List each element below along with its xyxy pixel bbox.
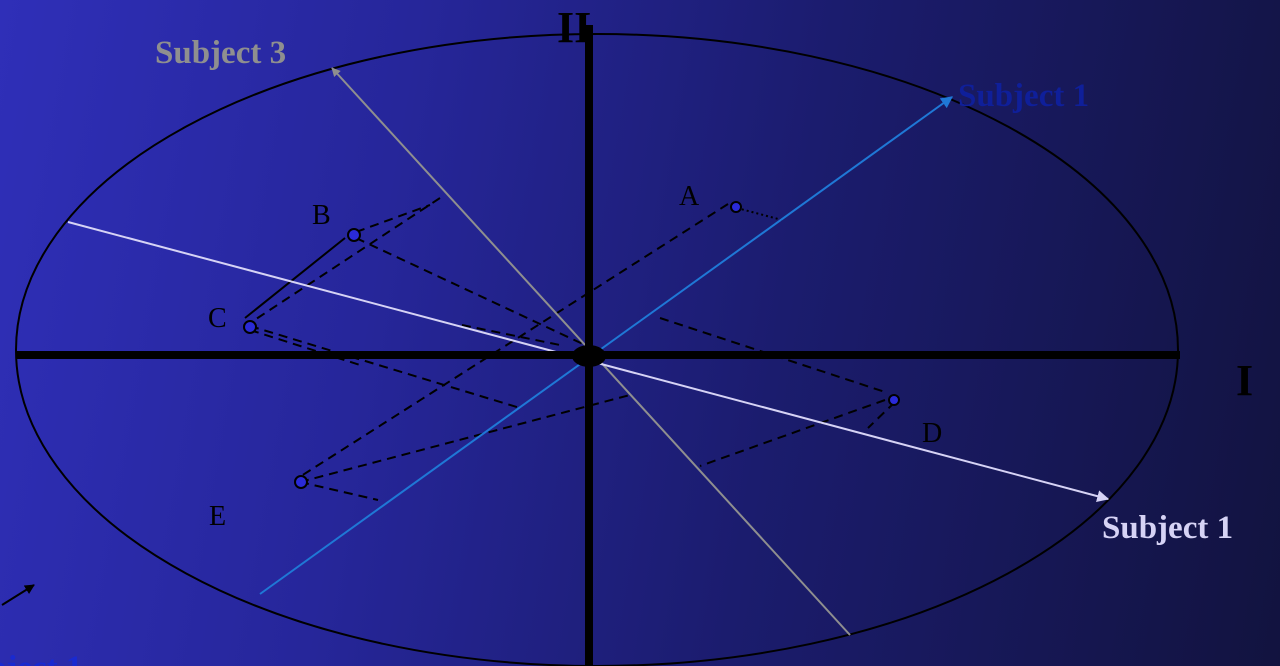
dashed-projection-lines — [249, 197, 896, 501]
subject-1-white-label: Subject 1 — [1102, 510, 1233, 546]
dashed-line-a-e — [297, 203, 729, 479]
biplot-ellipse — [15, 33, 1179, 666]
dashed-line-b-c — [249, 197, 441, 324]
origin-dot — [572, 345, 606, 367]
dashed-line-b-center — [355, 237, 586, 346]
subject-3-label: Subject 3 — [155, 35, 286, 71]
dashed-line-d-e — [699, 399, 886, 467]
dashed-line-e-center — [299, 394, 631, 483]
dashed-line-b-top — [355, 204, 431, 233]
dashed-line-c-mid — [249, 329, 361, 366]
axis-i-label: I — [1236, 356, 1253, 405]
subject-1-blue-vector — [259, 96, 953, 595]
point-b — [347, 228, 361, 242]
subject-1-blue-label: Subject 1 — [958, 78, 1089, 114]
dashed-line-c-subj1 — [249, 325, 521, 409]
point-label-e: E — [209, 501, 226, 532]
point-a — [730, 201, 742, 213]
point-label-b: B — [312, 200, 331, 231]
corner-arrow — [1, 584, 35, 606]
dashed-line-e-short — [299, 481, 379, 501]
point-d — [888, 394, 900, 406]
solid-line-c-b — [244, 237, 346, 319]
point-e — [294, 475, 308, 489]
data-points — [243, 201, 900, 489]
point-label-a: A — [679, 181, 700, 212]
point-c — [243, 320, 257, 334]
dotted-line-a — [736, 207, 783, 221]
dashed-line-center-right — [659, 317, 886, 393]
dashed-line-mid-a — [461, 324, 561, 346]
point-label-c: C — [208, 303, 227, 334]
point-label-d: D — [922, 418, 942, 449]
axis-ii-label: II — [557, 3, 591, 52]
subject-1-corner-label: bject 1 — [0, 650, 82, 666]
dashed-line-d-short — [867, 401, 896, 429]
